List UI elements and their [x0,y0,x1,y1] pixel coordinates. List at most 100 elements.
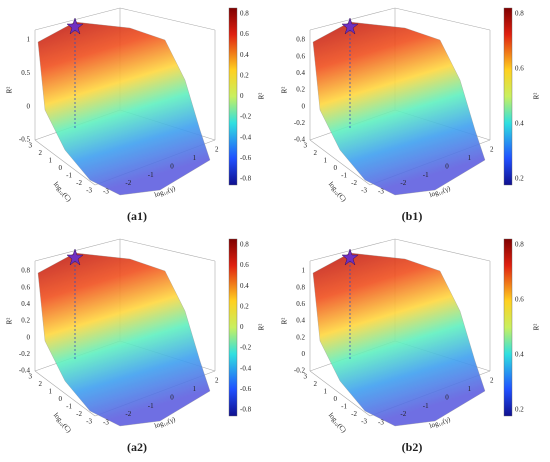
x-tick-label: 0 [334,395,338,403]
colorbar-tick-label: -0.4 [240,133,252,141]
x-tick-label: 3 [304,142,308,150]
panel-label: (a1) [127,209,147,223]
y-tick-label: -3 [378,419,384,427]
x-tick-label: 1 [49,388,53,396]
axis-frame [119,7,216,31]
z-tick-label: 0 [27,102,31,110]
x-tick-label: -1 [341,403,347,411]
z-tick-label: 0.6 [21,283,30,291]
colorbar [503,238,513,417]
y-tick-label: 1 [193,154,197,162]
z-axis-label: R² [6,318,14,325]
colorbar-tick-label: 0.2 [515,175,524,183]
axis-frame [119,238,216,262]
z-tick-label: 0.2 [21,317,30,325]
z-tick-label: 0.8 [296,283,305,291]
x-tick-label: -3 [361,187,367,195]
y-tick-label: 0 [170,162,174,170]
axis-frame [394,7,491,31]
x-axis-label: log₁₀(C) [52,180,73,203]
colorbar-tick-label: -0.6 [240,154,252,162]
x-tick-label: 3 [29,373,33,381]
axis-frame [309,7,396,31]
panel-label: (b1) [402,209,423,223]
colorbar-label: R² [258,93,266,100]
surface [312,21,486,196]
x-tick-label: 2 [314,149,318,157]
z-tick-label: 0.6 [296,300,305,308]
z-tick-label: 0 [27,333,31,341]
y-tick-label: -3 [378,188,384,196]
z-tick-label: 0.6 [296,52,305,60]
surface [37,21,211,196]
y-tick-label: -2 [125,179,131,187]
colorbar [503,7,513,186]
z-tick-label: 0.2 [296,86,305,94]
z-tick-label: 0.4 [296,69,305,77]
z-axis-label: R² [281,87,289,94]
x-tick-label: -3 [86,187,92,195]
z-axis-label: R² [281,318,289,325]
y-tick-label: 2 [215,377,219,385]
x-tick-label: 3 [29,142,33,150]
y-tick-label: -1 [423,171,429,179]
colorbar-tick-label: -0.4 [240,364,252,372]
x-tick-label: 0 [334,164,338,172]
panel: 0.80.60.40.20-0.2-0.4R²3210-1-2-3log₁₀(C… [6,238,266,454]
z-tick-label: 0 [302,102,306,110]
x-axis-label: log₁₀(C) [327,180,348,203]
colorbar-tick-label: -0.8 [240,175,252,183]
colorbar-tick-label: 0.2 [240,71,249,79]
y-tick-label: 1 [193,385,197,393]
colorbar-tick-label: -0.8 [240,406,252,414]
colorbar-tick-label: -0.2 [240,344,252,352]
axis-frame [309,370,371,417]
colorbar-tick-label: 0.6 [515,296,524,304]
x-tick-label: -1 [66,403,72,411]
x-tick-label: -3 [361,418,367,426]
colorbar-tick-label: -0.6 [240,385,252,393]
x-tick-label: -3 [86,418,92,426]
y-tick-label: 1 [468,385,472,393]
y-tick-label: 2 [490,377,494,385]
colorbar-tick-label: 0.4 [515,120,524,128]
x-tick-label: -2 [76,410,82,418]
axis-frame [394,238,491,262]
z-tick-label: 1 [27,36,31,44]
z-tick-label: -0.2 [294,119,306,127]
z-tick-label: -0.4 [294,136,306,144]
x-axis-label: log₁₀(C) [52,411,73,434]
z-tick-label: -0.2 [19,350,31,358]
colorbar-tick-label: 0.4 [240,51,249,59]
z-tick-label: 0.4 [296,317,305,325]
z-tick-label: 0 [302,350,306,358]
x-tick-label: 0 [59,164,63,172]
x-tick-label: 3 [304,373,308,381]
x-tick-label: 0 [59,395,63,403]
z-tick-label: 0.5 [21,69,30,77]
y-tick-label: -2 [400,179,406,187]
y-tick-label: -2 [125,410,131,418]
colorbar-tick-label: 0.6 [515,65,524,73]
y-tick-label: -1 [423,402,429,410]
colorbar [228,7,238,186]
z-tick-label: -0.4 [19,367,31,375]
axis-frame [309,139,371,186]
z-tick-label: -0.2 [294,367,306,375]
star-marker [341,17,359,35]
y-tick-label: -3 [103,419,109,427]
y-tick-label: 2 [490,146,494,154]
panel: 0.80.60.40.20-0.2-0.4R²3210-1-2-3log₁₀(C… [281,7,541,223]
colorbar-tick-label: 0 [240,323,244,331]
x-tick-label: -2 [351,410,357,418]
y-tick-label: -1 [148,402,154,410]
x-tick-label: 1 [324,388,328,396]
z-tick-label: 0.8 [296,36,305,44]
surface [37,252,211,427]
y-tick-label: 0 [445,162,449,170]
colorbar-tick-label: 0.8 [515,10,524,18]
colorbar-tick-label: 0.2 [240,302,249,310]
axis-frame [34,370,96,417]
